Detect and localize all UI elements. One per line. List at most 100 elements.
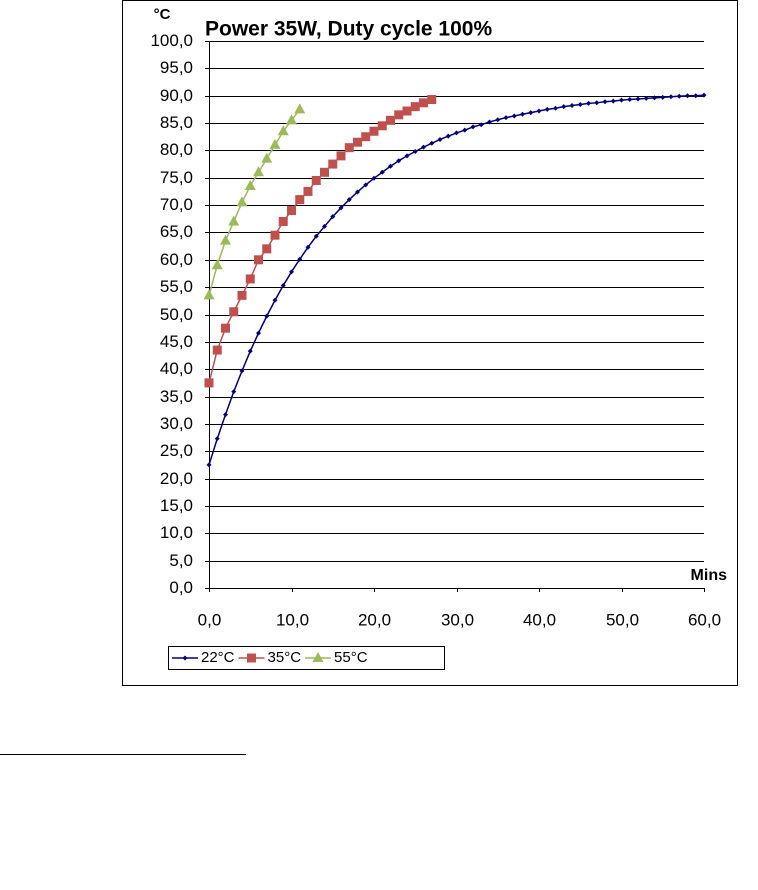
- y-tick-label: 5,0: [169, 551, 193, 570]
- marker: [495, 117, 501, 123]
- marker: [404, 153, 410, 159]
- marker: [511, 113, 517, 119]
- marker: [239, 368, 245, 374]
- marker: [236, 196, 248, 207]
- marker: [377, 121, 387, 131]
- marker: [261, 152, 273, 163]
- marker: [627, 97, 633, 103]
- y-tick-label: 60,0: [160, 250, 193, 269]
- marker: [221, 323, 230, 333]
- y-tick-label: 100,0: [150, 31, 193, 50]
- marker: [353, 137, 362, 147]
- marker: [676, 93, 682, 99]
- marker: [237, 290, 247, 300]
- marker: [394, 110, 404, 120]
- marker: [577, 101, 583, 107]
- marker: [312, 652, 324, 662]
- marker: [635, 96, 641, 102]
- marker: [182, 655, 188, 661]
- y-tick-label: 15,0: [160, 496, 193, 515]
- y-tick-label: 0,0: [169, 578, 193, 597]
- marker: [256, 330, 261, 336]
- x-tick-label: 50,0: [606, 610, 639, 629]
- marker: [247, 348, 253, 354]
- y-tick-label: 50,0: [160, 305, 193, 324]
- marker: [203, 289, 215, 300]
- marker: [437, 136, 443, 142]
- marker: [212, 345, 222, 355]
- marker: [487, 119, 492, 125]
- y-tick-label: 95,0: [160, 58, 193, 77]
- marker: [569, 103, 575, 109]
- marker: [328, 159, 338, 169]
- x-axis-label: Mins: [691, 567, 728, 584]
- marker: [410, 102, 420, 112]
- marker: [245, 274, 255, 284]
- marker: [346, 197, 352, 203]
- marker: [223, 412, 228, 418]
- y-tick-label: 40,0: [160, 359, 193, 378]
- marker: [254, 255, 263, 265]
- marker: [371, 175, 377, 181]
- marker: [204, 378, 214, 388]
- marker: [220, 234, 231, 245]
- marker: [280, 283, 286, 289]
- marker: [429, 140, 435, 146]
- marker: [286, 114, 297, 125]
- marker: [660, 94, 666, 100]
- marker: [244, 179, 256, 190]
- marker: [396, 158, 402, 164]
- marker: [264, 313, 270, 319]
- y-tick-label: 25,0: [160, 441, 193, 460]
- marker: [338, 205, 344, 211]
- marker: [206, 462, 212, 468]
- marker: [344, 143, 354, 153]
- x-tick-label: 10,0: [276, 610, 309, 629]
- y-tick-label: 80,0: [160, 140, 193, 159]
- marker: [388, 163, 393, 169]
- marker: [379, 169, 385, 175]
- marker: [355, 189, 360, 195]
- marker: [336, 151, 346, 161]
- y-tick-label: 90,0: [160, 86, 193, 105]
- y-tick-label: 45,0: [160, 332, 193, 351]
- marker: [369, 126, 379, 136]
- marker: [470, 124, 476, 130]
- marker: [693, 93, 699, 99]
- marker: [553, 105, 558, 111]
- y-tick-label: 75,0: [160, 168, 193, 187]
- marker: [685, 93, 690, 99]
- marker: [610, 98, 616, 104]
- marker: [427, 95, 437, 105]
- marker: [211, 259, 223, 270]
- marker: [643, 95, 649, 101]
- y-tick-label: 55,0: [160, 277, 193, 296]
- x-tick-label: 40,0: [523, 610, 556, 629]
- marker: [536, 108, 542, 114]
- marker: [668, 94, 674, 100]
- chart-title: Power 35W, Duty cycle 100%: [205, 18, 492, 41]
- x-tick-label: 20,0: [358, 610, 391, 629]
- x-tick-label: 0,0: [198, 610, 222, 629]
- marker: [462, 127, 468, 133]
- y-axis-label: °C: [154, 6, 171, 23]
- legend-label: 22°C: [201, 649, 235, 666]
- marker: [247, 653, 257, 663]
- legend: 22°C 35°C 55°C: [172, 649, 368, 666]
- marker: [520, 111, 525, 117]
- marker: [421, 144, 426, 150]
- y-tick-label: 70,0: [160, 195, 193, 214]
- marker: [361, 132, 371, 142]
- marker: [262, 244, 272, 254]
- marker: [278, 217, 288, 227]
- marker: [272, 297, 278, 303]
- marker: [544, 106, 550, 112]
- marker: [322, 223, 327, 229]
- marker: [287, 206, 296, 216]
- marker: [478, 122, 484, 128]
- marker: [297, 256, 303, 262]
- y-tick-label: 10,0: [160, 523, 193, 542]
- marker: [231, 389, 237, 395]
